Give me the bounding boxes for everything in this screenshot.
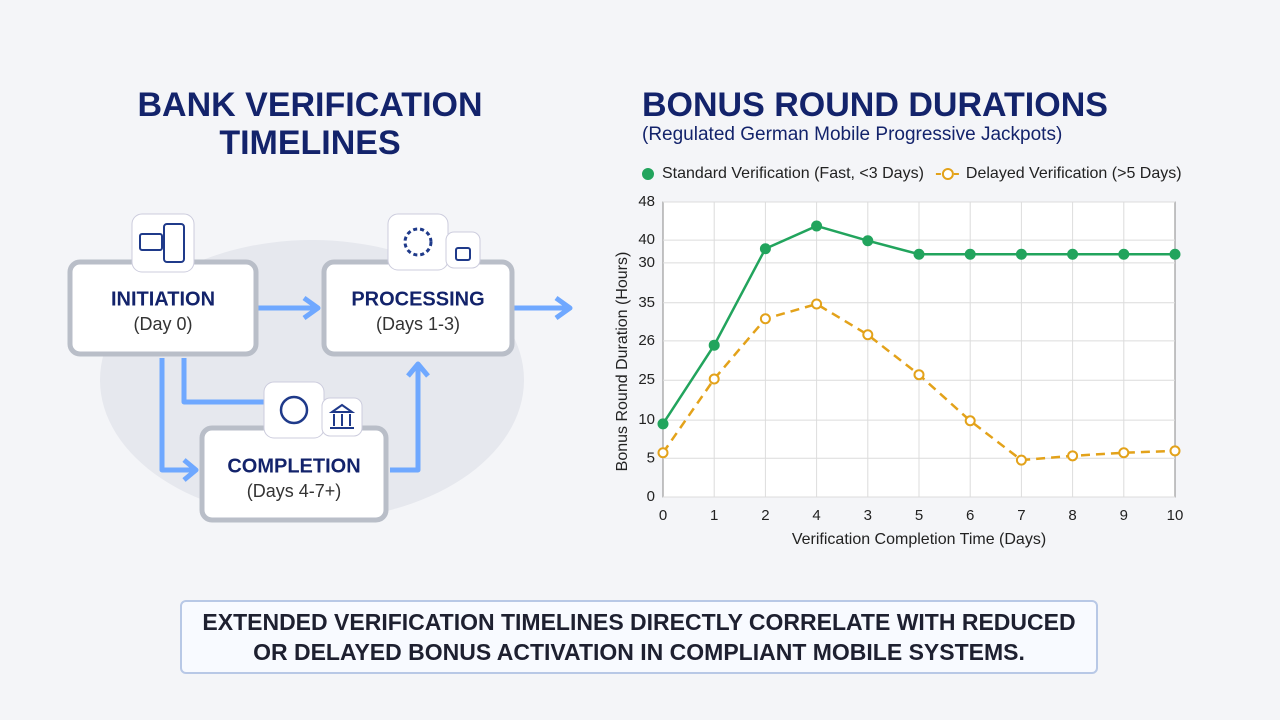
y-tick-label: 0 (647, 488, 655, 505)
x-tick-label: 6 (966, 507, 974, 524)
data-point (1169, 445, 1181, 457)
node-sublabel: (Days 4-7+) (247, 481, 342, 501)
x-tick-label: 5 (915, 507, 923, 524)
chart-subtitle: (Regulated German Mobile Progressive Jac… (642, 124, 1063, 145)
y-axis-label: Bonus Round Duration (Hours) (614, 252, 631, 472)
chart-title: BONUS ROUND DURATIONS (642, 86, 1108, 124)
node: INITIATION (Day 0) (67, 213, 259, 357)
y-tick-label: 30 (638, 254, 655, 271)
x-tick-label: 10 (1167, 507, 1184, 524)
y-tick-label: 26 (638, 332, 655, 349)
x-tick-label: 9 (1120, 507, 1128, 524)
node-label: COMPLETION (227, 455, 360, 477)
node: COMPLETION (Days 4-7+) (199, 381, 389, 523)
data-point (1067, 450, 1079, 462)
data-point (913, 248, 925, 260)
data-point (811, 298, 823, 310)
data-point (708, 373, 720, 385)
icon (163, 223, 185, 263)
data-point (862, 329, 874, 341)
data-point (964, 248, 976, 260)
y-tick-label: 40 (638, 231, 655, 248)
data-point (1118, 248, 1130, 260)
icon (387, 213, 449, 271)
icon (455, 247, 471, 261)
x-tick-label: 3 (864, 507, 872, 524)
y-tick-label: 10 (638, 411, 655, 428)
data-point (759, 243, 771, 255)
x-axis-label: Verification Completion Time (Days) (792, 531, 1046, 548)
data-point (913, 369, 925, 381)
node-label: PROCESSING (351, 288, 484, 310)
arrow (390, 361, 430, 473)
arrow (258, 295, 321, 321)
legend-marker (941, 168, 954, 180)
data-point (657, 418, 669, 430)
node-label: INITIATION (111, 288, 215, 310)
data-point (964, 415, 976, 427)
legend-label: Standard Verification (Fast, <3 Days) (662, 165, 924, 182)
icon (279, 395, 309, 425)
data-point (1118, 447, 1130, 459)
x-tick-label: 1 (710, 507, 718, 524)
x-tick-label: 8 (1068, 507, 1076, 524)
icon (139, 233, 163, 251)
arrow (159, 358, 199, 482)
node: PROCESSING (Days 1-3) (321, 213, 515, 357)
data-point (862, 235, 874, 247)
diagram-title: BANK VERIFICATION TIMELINES (137, 86, 483, 162)
legend-label: Delayed Verification (>5 Days) (966, 165, 1182, 182)
x-tick-label: 2 (761, 507, 769, 524)
node-sublabel: (Day 0) (133, 314, 192, 334)
y-tick-label: 48 (638, 193, 655, 210)
footer-note: EXTENDED VERIFICATION TIMELINES DIRECTLY… (180, 600, 1098, 674)
data-point (1067, 248, 1079, 260)
data-point (759, 313, 771, 325)
arrow (181, 358, 270, 405)
icon (328, 403, 356, 429)
y-tick-label: 5 (647, 449, 655, 466)
data-point (1015, 248, 1027, 260)
y-tick-label: 35 (638, 294, 655, 311)
flow-arrows (159, 295, 573, 482)
icon (445, 231, 481, 269)
arrow (514, 295, 573, 321)
x-tick-label: 0 (659, 507, 667, 524)
data-point (657, 447, 669, 459)
data-point (1169, 248, 1181, 260)
y-tick-label: 25 (638, 371, 655, 388)
node-sublabel: (Days 1-3) (376, 314, 460, 334)
icon (403, 227, 433, 257)
legend-marker (642, 168, 654, 180)
x-tick-label: 7 (1017, 507, 1025, 524)
x-tick-label: 4 (812, 507, 820, 524)
data-point (1015, 454, 1027, 466)
icon (263, 381, 325, 439)
data-point (708, 339, 720, 351)
data-point (811, 220, 823, 232)
